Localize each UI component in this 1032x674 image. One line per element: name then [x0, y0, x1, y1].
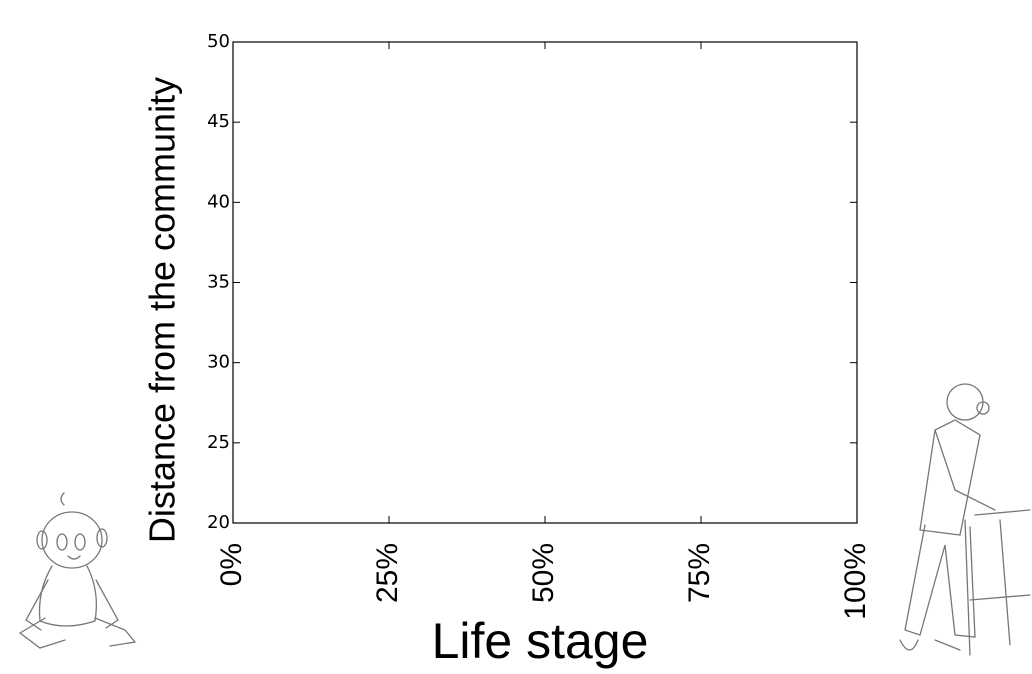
x-tick-label: 75%	[683, 543, 716, 603]
x-tick-label: 25%	[371, 543, 404, 603]
y-tick-label: 45	[207, 111, 230, 132]
y-tick-label: 20	[207, 512, 230, 533]
x-axis-label: Life stage	[432, 613, 649, 669]
baby-sketch	[18, 492, 137, 649]
plot-frame	[232, 41, 858, 524]
y-tick-label: 30	[207, 352, 230, 373]
y-tick-label: 40	[207, 191, 230, 212]
y-tick-label: 50	[207, 31, 230, 52]
y-tick-label: 35	[207, 272, 230, 293]
elderly-sketch	[899, 383, 1031, 656]
y-tick-label: 25	[207, 432, 230, 453]
x-tick-label: 100%	[839, 543, 872, 620]
y-axis-label: Distance from the community	[142, 77, 183, 543]
x-tick-label: 0%	[215, 543, 248, 586]
x-tick-label: 50%	[527, 543, 560, 603]
